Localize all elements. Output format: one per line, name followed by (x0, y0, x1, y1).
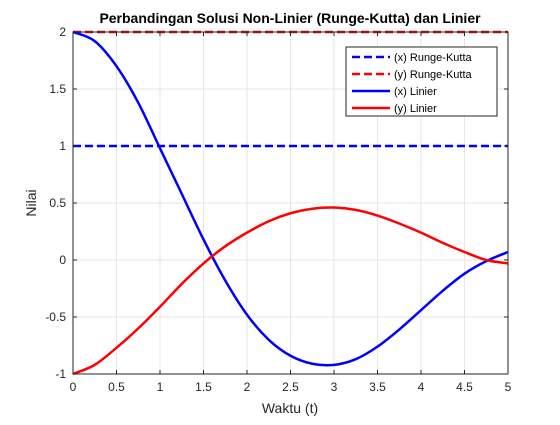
ticks: 0 0.5 1 1.5 2 2.5 3 3.5 4 4.5 5 -1 -0.5 0 0.5 1 1.5 2 (45, 25, 511, 394)
legend-label-3: (x) Linier (394, 86, 437, 98)
legend-label-1: (x) Runge-Kutta (394, 52, 473, 64)
y-tick-label: 2 (59, 25, 66, 39)
x-tick-label: 0.5 (108, 380, 125, 394)
series-line-3 (72, 30, 509, 367)
x-tick-label: 4.5 (456, 380, 473, 394)
y-axis-label: Nilai (23, 189, 39, 216)
y-tick-label: -0.5 (45, 310, 66, 324)
x-tick-label: 4 (418, 380, 425, 394)
legend-label-4: (y) Linier (394, 103, 437, 115)
legend: (x) Runge-Kutta (y) Runge-Kutta (x) Linier… (345, 46, 498, 117)
legend-label-2: (y) Runge-Kutta (394, 69, 473, 81)
y-tick-label: 1.5 (49, 82, 66, 96)
x-tick-label: 3 (331, 380, 338, 394)
x-tick-label: 1.5 (195, 380, 212, 394)
y-tick-label: 0 (59, 253, 66, 267)
series-line-4 (72, 206, 509, 376)
legend-box (345, 46, 498, 117)
chart-title: Perbandingan Solusi Non-Linier (Runge-Ku… (99, 10, 481, 26)
x-tick-label: 2.5 (282, 380, 299, 394)
y-tick-label: 0.5 (49, 196, 66, 210)
x-tick-label: 0 (70, 380, 77, 394)
x-tick-label: 2 (244, 380, 251, 394)
x-axis-label: Waktu (t) (262, 400, 318, 416)
y-tick-label: -1 (55, 367, 66, 381)
x-tick-label: 5 (505, 380, 512, 394)
y-tick-label: 1 (59, 139, 66, 153)
x-tick-label: 1 (157, 380, 164, 394)
x-tick-label: 3.5 (369, 380, 386, 394)
